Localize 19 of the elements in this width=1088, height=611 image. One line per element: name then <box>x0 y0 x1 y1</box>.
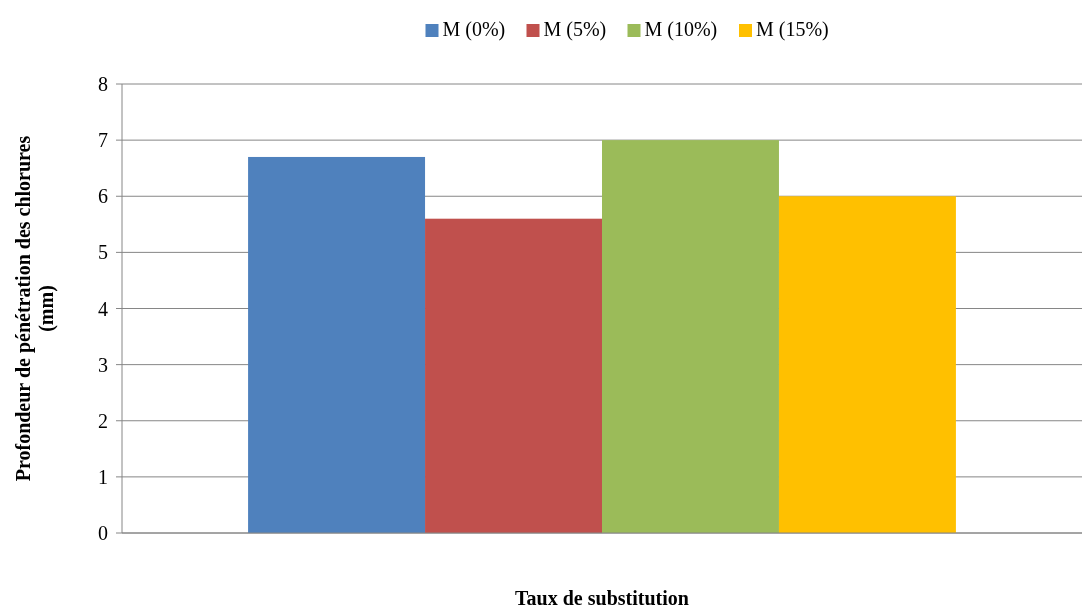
bar <box>425 218 602 533</box>
legend-label: M (15%) <box>756 18 829 41</box>
x-axis-title: Taux de substitution <box>515 587 689 609</box>
y-tick-label: 8 <box>98 73 108 95</box>
bar <box>778 196 956 533</box>
y-tick-label: 7 <box>98 129 108 152</box>
y-tick-label: 2 <box>98 409 108 432</box>
legend-label: M (10%) <box>644 18 718 41</box>
bar <box>248 156 426 533</box>
y-axis-title: Profondeur de pénétration des chlorures (mm) <box>12 135 58 482</box>
y-tick-label: 3 <box>98 353 108 376</box>
bar <box>602 140 779 533</box>
legend-label: M (5%) <box>543 18 607 41</box>
legend-label: M (0%) <box>442 18 506 41</box>
y-tick-label: 4 <box>98 297 108 320</box>
y-tick-label: 0 <box>98 522 108 544</box>
y-tick-label: 6 <box>98 185 108 208</box>
y-tick-label: 5 <box>98 241 108 264</box>
y-tick-label: 1 <box>98 465 108 488</box>
